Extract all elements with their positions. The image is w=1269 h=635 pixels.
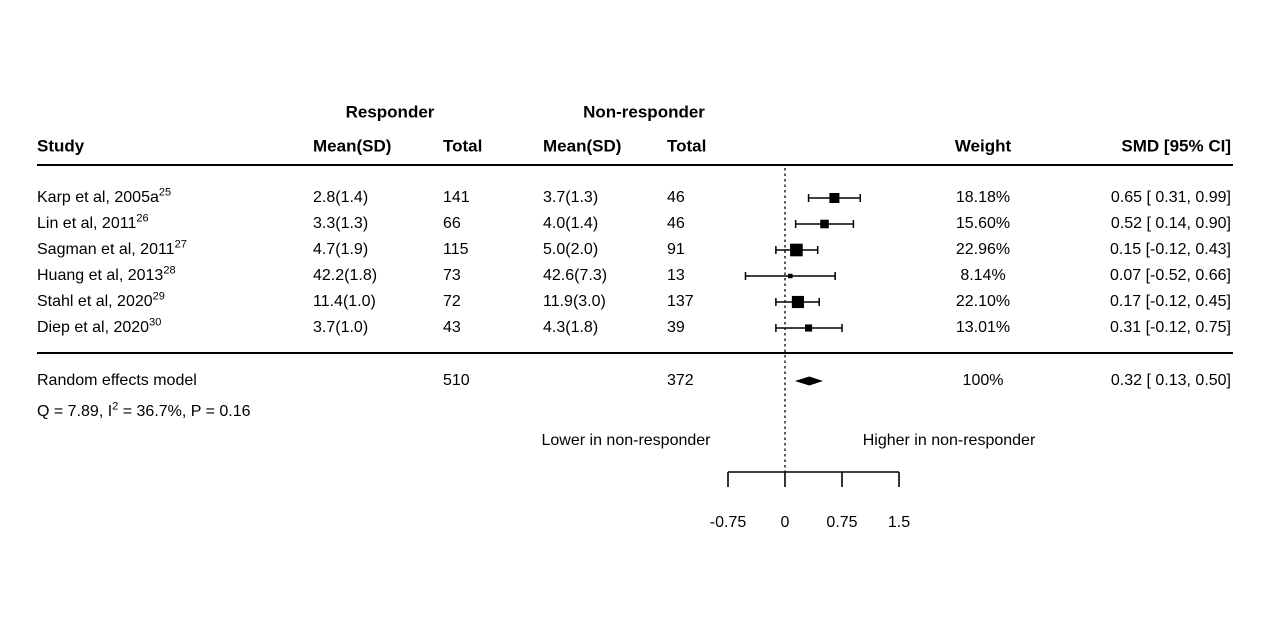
responder-mean-sd: 42.2(1.8) xyxy=(313,267,378,284)
col-header-nonresponder-total: Total xyxy=(667,136,707,156)
study-smd-ci: 0.31 [-0.12, 0.75] xyxy=(1110,319,1231,336)
point-estimate-square xyxy=(790,243,803,257)
responder-mean-sd: 3.3(1.3) xyxy=(313,215,369,232)
x-axis-tick-label: 0 xyxy=(780,514,790,531)
x-axis-tick-label: 0.75 xyxy=(826,514,858,531)
study-name: Diep et al, 2020 xyxy=(37,319,150,336)
study-smd-ci: 0.65 [ 0.31, 0.99] xyxy=(1110,189,1231,206)
responder-total: 72 xyxy=(443,293,461,310)
study-smd-ci: 0.52 [ 0.14, 0.90] xyxy=(1110,215,1231,232)
responder-mean-sd: 3.7(1.0) xyxy=(313,319,369,336)
summary-weight: 100% xyxy=(962,372,1004,389)
study-label: Huang et al, 201328 xyxy=(37,264,176,284)
responder-total: 73 xyxy=(443,267,461,284)
study-smd-ci: 0.15 [-0.12, 0.43] xyxy=(1110,241,1231,258)
study-reference-superscript: 28 xyxy=(163,264,176,277)
heterogeneity-superscript: 2 xyxy=(112,400,119,413)
summary-diamond xyxy=(794,376,823,386)
col-header-smd-ci: SMD [95% CI] xyxy=(1121,136,1231,156)
study-weight: 18.18% xyxy=(955,189,1011,206)
study-name: Karp et al, 2005a xyxy=(37,189,159,206)
nonresponder-total: 46 xyxy=(667,215,685,232)
responder-mean-sd: 4.7(1.9) xyxy=(313,241,369,258)
study-label: Lin et al, 201126 xyxy=(37,212,149,232)
x-axis-tick-label: 1.5 xyxy=(887,514,911,531)
study-reference-superscript: 27 xyxy=(174,238,187,251)
study-smd-ci: 0.07 [-0.52, 0.66] xyxy=(1110,267,1231,284)
nonresponder-total: 137 xyxy=(667,293,694,310)
responder-total: 115 xyxy=(443,241,469,258)
study-weight: 22.96% xyxy=(955,241,1011,258)
responder-mean-sd: 11.4(1.0) xyxy=(313,293,376,310)
nonresponder-total: 91 xyxy=(667,241,685,258)
nonresponder-mean-sd: 4.0(1.4) xyxy=(543,215,599,232)
study-weight: 22.10% xyxy=(955,293,1011,310)
responder-mean-sd: 2.8(1.4) xyxy=(313,189,369,206)
nonresponder-total: 39 xyxy=(667,319,685,336)
nonresponder-total: 46 xyxy=(667,189,685,206)
study-label: Karp et al, 2005a25 xyxy=(37,186,172,206)
nonresponder-mean-sd: 11.9(3.0) xyxy=(543,293,606,310)
study-weight: 13.01% xyxy=(955,319,1011,336)
direction-label-lower: Lower in non-responder xyxy=(541,432,711,449)
point-estimate-square xyxy=(804,324,813,332)
summary-responder-total: 510 xyxy=(443,372,470,389)
col-header-nonresponder-mean-sd: Mean(SD) xyxy=(543,136,622,156)
study-name: Stahl et al, 2020 xyxy=(37,293,153,310)
study-reference-superscript: 29 xyxy=(152,290,165,303)
study-label: Stahl et al, 202029 xyxy=(37,290,165,310)
group-header-nonresponder: Non-responder xyxy=(583,102,705,122)
group-header-responder: Responder xyxy=(345,102,435,122)
study-weight: 8.14% xyxy=(960,267,1006,284)
nonresponder-total: 13 xyxy=(667,267,685,284)
nonresponder-mean-sd: 3.7(1.3) xyxy=(543,189,599,206)
heterogeneity-suffix: = 36.7%, P = 0.16 xyxy=(118,403,251,420)
study-reference-superscript: 26 xyxy=(136,212,149,225)
responder-total: 66 xyxy=(443,215,461,232)
responder-total: 141 xyxy=(443,189,470,206)
col-header-weight: Weight xyxy=(954,136,1012,156)
study-name: Sagman et al, 2011 xyxy=(37,241,175,258)
study-name: Lin et al, 2011 xyxy=(37,215,137,232)
nonresponder-mean-sd: 42.6(7.3) xyxy=(543,267,608,284)
nonresponder-mean-sd: 5.0(2.0) xyxy=(543,241,599,258)
col-header-responder-mean-sd: Mean(SD) xyxy=(313,136,392,156)
study-label: Diep et al, 202030 xyxy=(37,316,162,336)
summary-label: Random effects model xyxy=(37,372,197,389)
direction-label-higher: Higher in non-responder xyxy=(862,432,1036,449)
study-smd-ci: 0.17 [-0.12, 0.45] xyxy=(1110,293,1231,310)
point-estimate-square xyxy=(788,273,793,279)
summary-nonresponder-total: 372 xyxy=(667,372,694,389)
study-weight: 15.60% xyxy=(955,215,1011,232)
study-name: Huang et al, 2013 xyxy=(37,267,164,284)
point-estimate-square xyxy=(820,219,829,229)
col-header-responder-total: Total xyxy=(443,136,483,156)
col-header-study: Study xyxy=(37,136,85,156)
point-estimate-square xyxy=(791,295,804,309)
study-reference-superscript: 25 xyxy=(158,186,172,199)
responder-total: 43 xyxy=(443,319,461,336)
study-reference-superscript: 30 xyxy=(149,316,162,329)
x-axis-tick-label: -0.75 xyxy=(709,514,747,531)
point-estimate-square xyxy=(829,193,840,203)
heterogeneity-stats: Q = 7.89, I2 = 36.7%, P = 0.16 xyxy=(37,400,251,420)
summary-smd-ci: 0.32 [ 0.13, 0.50] xyxy=(1110,372,1231,389)
nonresponder-mean-sd: 4.3(1.8) xyxy=(543,319,599,336)
study-label: Sagman et al, 201127 xyxy=(37,238,187,258)
heterogeneity-prefix: Q = 7.89, I xyxy=(37,403,113,420)
